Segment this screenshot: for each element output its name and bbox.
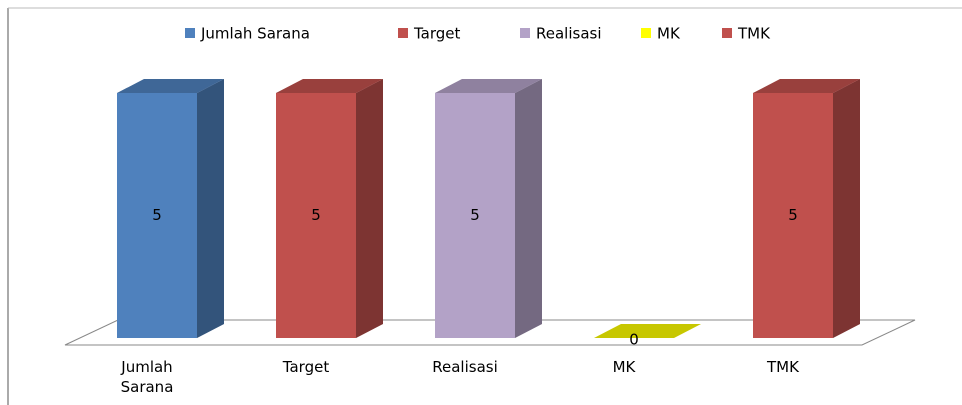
bar-front (435, 93, 515, 338)
bar-top-shade (117, 79, 224, 93)
bar (117, 79, 224, 338)
bar-front (117, 93, 197, 338)
x-tick-label: Realisasi (432, 358, 498, 376)
bar-top-shade (276, 79, 383, 93)
value-label: 5 (311, 206, 321, 224)
x-tick-label: Jumlah Sarana (120, 358, 174, 396)
bar-top (594, 324, 701, 338)
legend-swatch (398, 28, 408, 38)
legend-swatch (722, 28, 732, 38)
bar-top-shade (435, 79, 542, 93)
x-tick-label: TMK (767, 358, 799, 376)
value-label: 0 (629, 331, 639, 349)
bar-top (117, 79, 224, 93)
bar-side (356, 79, 383, 338)
bar-top (435, 79, 542, 93)
legend-label: Target (413, 25, 461, 43)
legend-label: Realisasi (536, 25, 602, 43)
value-label: 5 (788, 206, 798, 224)
bar-front (276, 93, 356, 338)
legend-label: Jumlah Sarana (200, 25, 310, 43)
legend-label: MK (657, 25, 681, 43)
value-label: 5 (152, 206, 162, 224)
bar-side (833, 79, 860, 338)
x-tick-label: Target (282, 358, 330, 376)
bar (753, 79, 860, 338)
legend-label: TMK (737, 25, 771, 43)
bar (594, 324, 701, 338)
bar (435, 79, 542, 338)
bar-top (753, 79, 860, 93)
bar-side (515, 79, 542, 338)
bar-side-shade (515, 79, 542, 338)
x-tick-label: MK (612, 358, 636, 376)
bar-top (276, 79, 383, 93)
legend-swatch (641, 28, 651, 38)
bar-side (197, 79, 224, 338)
bar-front (753, 93, 833, 338)
legend-swatch (185, 28, 195, 38)
value-label: 5 (470, 206, 480, 224)
bar-side-shade (833, 79, 860, 338)
bar-side-shade (356, 79, 383, 338)
bar (276, 79, 383, 338)
legend-swatch (520, 28, 530, 38)
bar-side-shade (197, 79, 224, 338)
bar-top-shade (594, 324, 701, 338)
bar-top-shade (753, 79, 860, 93)
